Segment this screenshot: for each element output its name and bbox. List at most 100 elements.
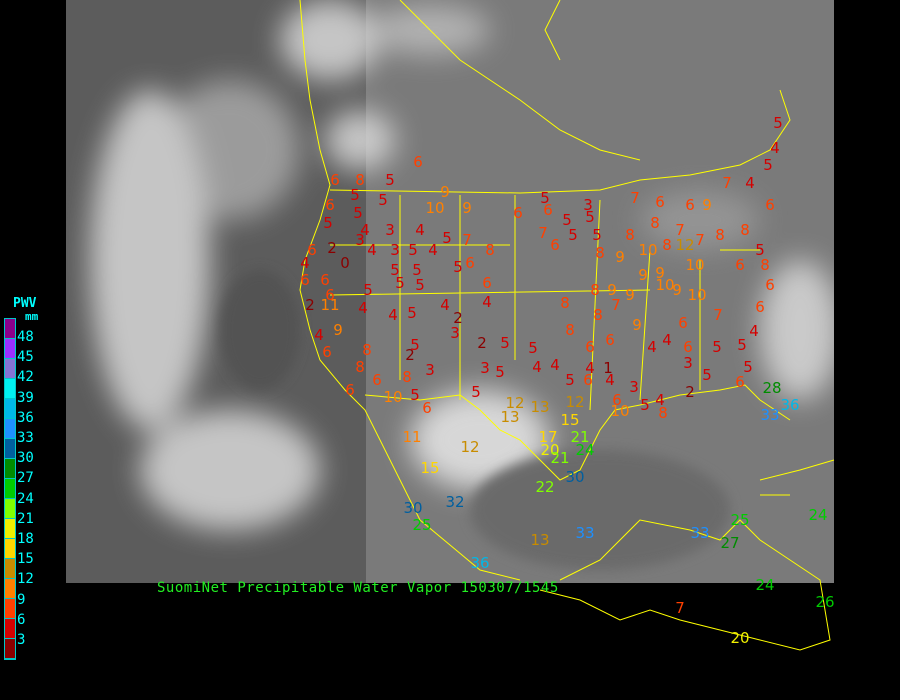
station-pwv-value: 4 [300, 254, 310, 272]
legend-swatch [5, 319, 15, 339]
station-pwv-value: 6 [465, 254, 475, 272]
legend-label: 33 [17, 430, 34, 446]
station-pwv-value: 4 [388, 306, 398, 324]
station-pwv-value: 5 [471, 383, 481, 401]
station-pwv-value: 5 [737, 336, 747, 354]
station-pwv-value: 2 [453, 309, 463, 327]
station-pwv-value: 5 [323, 214, 333, 232]
station-pwv-value: 4 [440, 296, 450, 314]
station-pwv-value: 5 [395, 274, 405, 292]
station-pwv-value: 5 [453, 258, 463, 276]
legend-swatch [5, 619, 15, 639]
station-pwv-value: 10 [383, 388, 402, 406]
station-pwv-value: 8 [650, 214, 660, 232]
station-pwv-value: 8 [760, 256, 770, 274]
station-pwv-value: 3 [355, 231, 365, 249]
station-pwv-value: 5 [350, 186, 360, 204]
station-pwv-value: 1 [603, 359, 613, 377]
station-pwv-value: 5 [407, 304, 417, 322]
station-pwv-value: 5 [378, 191, 388, 209]
station-pwv-value: 13 [500, 408, 519, 426]
station-pwv-value: 30 [403, 499, 422, 517]
station-pwv-value: 3 [480, 359, 490, 377]
station-pwv-value: 7 [675, 221, 685, 239]
station-pwv-value: 15 [560, 411, 579, 429]
station-pwv-value: 4 [360, 221, 370, 239]
station-pwv-value: 6 [765, 276, 775, 294]
station-pwv-value: 2 [305, 296, 315, 314]
station-pwv-value: 6 [307, 241, 317, 259]
station-pwv-value: 9 [440, 183, 450, 201]
station-pwv-value: 9 [333, 321, 343, 339]
station-pwv-value: 5 [415, 276, 425, 294]
station-pwv-value: 8 [662, 236, 672, 254]
station-pwv-value: 24 [755, 576, 774, 594]
station-pwv-value: 4 [662, 331, 672, 349]
station-pwv-value: 2 [405, 346, 415, 364]
station-pwv-value: 6 [612, 391, 622, 409]
station-pwv-value: 6 [325, 196, 335, 214]
station-pwv-value: 6 [372, 371, 382, 389]
station-pwv-value: 8 [625, 226, 635, 244]
station-pwv-value: 25 [730, 511, 749, 529]
legend-label: 39 [17, 389, 34, 406]
station-pwv-value: 3 [425, 361, 435, 379]
legend-swatch [5, 419, 15, 439]
station-pwv-value: 10 [687, 286, 706, 304]
station-pwv-value: 5 [585, 208, 595, 226]
station-pwv-value: 20 [540, 441, 559, 459]
station-pwv-value: 6 [543, 201, 553, 219]
station-pwv-value: 10 [425, 199, 444, 217]
station-pwv-value: 6 [655, 193, 665, 211]
station-pwv-value: 9 [462, 199, 472, 217]
station-pwv-value: 4 [314, 326, 324, 344]
station-pwv-value: 7 [675, 599, 685, 617]
station-pwv-value: 5 [565, 371, 575, 389]
station-pwv-value: 36 [470, 554, 489, 572]
legend-color-bar [4, 318, 16, 660]
station-pwv-value: 9 [672, 281, 682, 299]
station-pwv-value: 7 [462, 231, 472, 249]
legend-unit: mm [25, 310, 39, 323]
station-pwv-value: 6 [605, 331, 615, 349]
station-pwv-value: 3 [385, 221, 395, 239]
station-pwv-value: 4 [358, 299, 368, 317]
station-pwv-value: 5 [773, 114, 783, 132]
legend-swatch [5, 579, 15, 599]
station-pwv-value: 33 [690, 524, 709, 542]
station-pwv-value: 6 [513, 204, 523, 222]
station-pwv-value: 9 [702, 196, 712, 214]
station-pwv-value: 4 [367, 241, 377, 259]
station-pwv-value: 6 [550, 236, 560, 254]
station-pwv-value: 21 [570, 428, 589, 446]
station-pwv-value: 5 [568, 226, 578, 244]
station-pwv-value: 3 [583, 196, 593, 214]
station-pwv-value: 3 [629, 378, 639, 396]
station-pwv-value: 5 [410, 336, 420, 354]
station-pwv-value: 8 [715, 226, 725, 244]
station-pwv-value: 8 [590, 281, 600, 299]
station-pwv-value: 4 [605, 371, 615, 389]
station-pwv-value: 6 [325, 286, 335, 304]
station-pwv-value: 4 [550, 356, 560, 374]
station-pwv-value: 3 [683, 354, 693, 372]
station-pwv-value: 3 [390, 241, 400, 259]
legend-swatch [5, 499, 15, 519]
station-pwv-value: 6 [482, 274, 492, 292]
legend-swatch [5, 539, 15, 559]
legend-label: 48 [17, 329, 34, 345]
station-pwv-value: 6 [585, 338, 595, 356]
legend-swatch [5, 479, 15, 499]
station-pwv-value: 6 [413, 153, 423, 171]
legend-swatch [5, 379, 15, 399]
legend-label: 3 [17, 632, 26, 648]
station-pwv-value: 25 [412, 516, 431, 534]
station-pwv-value: 4 [749, 322, 759, 340]
station-pwv-value: 6 [320, 271, 330, 289]
legend-label: 15 [17, 551, 34, 568]
station-pwv-value: 10 [655, 276, 674, 294]
station-pwv-value: 5 [743, 358, 753, 376]
station-pwv-value: 7 [713, 306, 723, 324]
station-pwv-value: 32 [445, 493, 464, 511]
